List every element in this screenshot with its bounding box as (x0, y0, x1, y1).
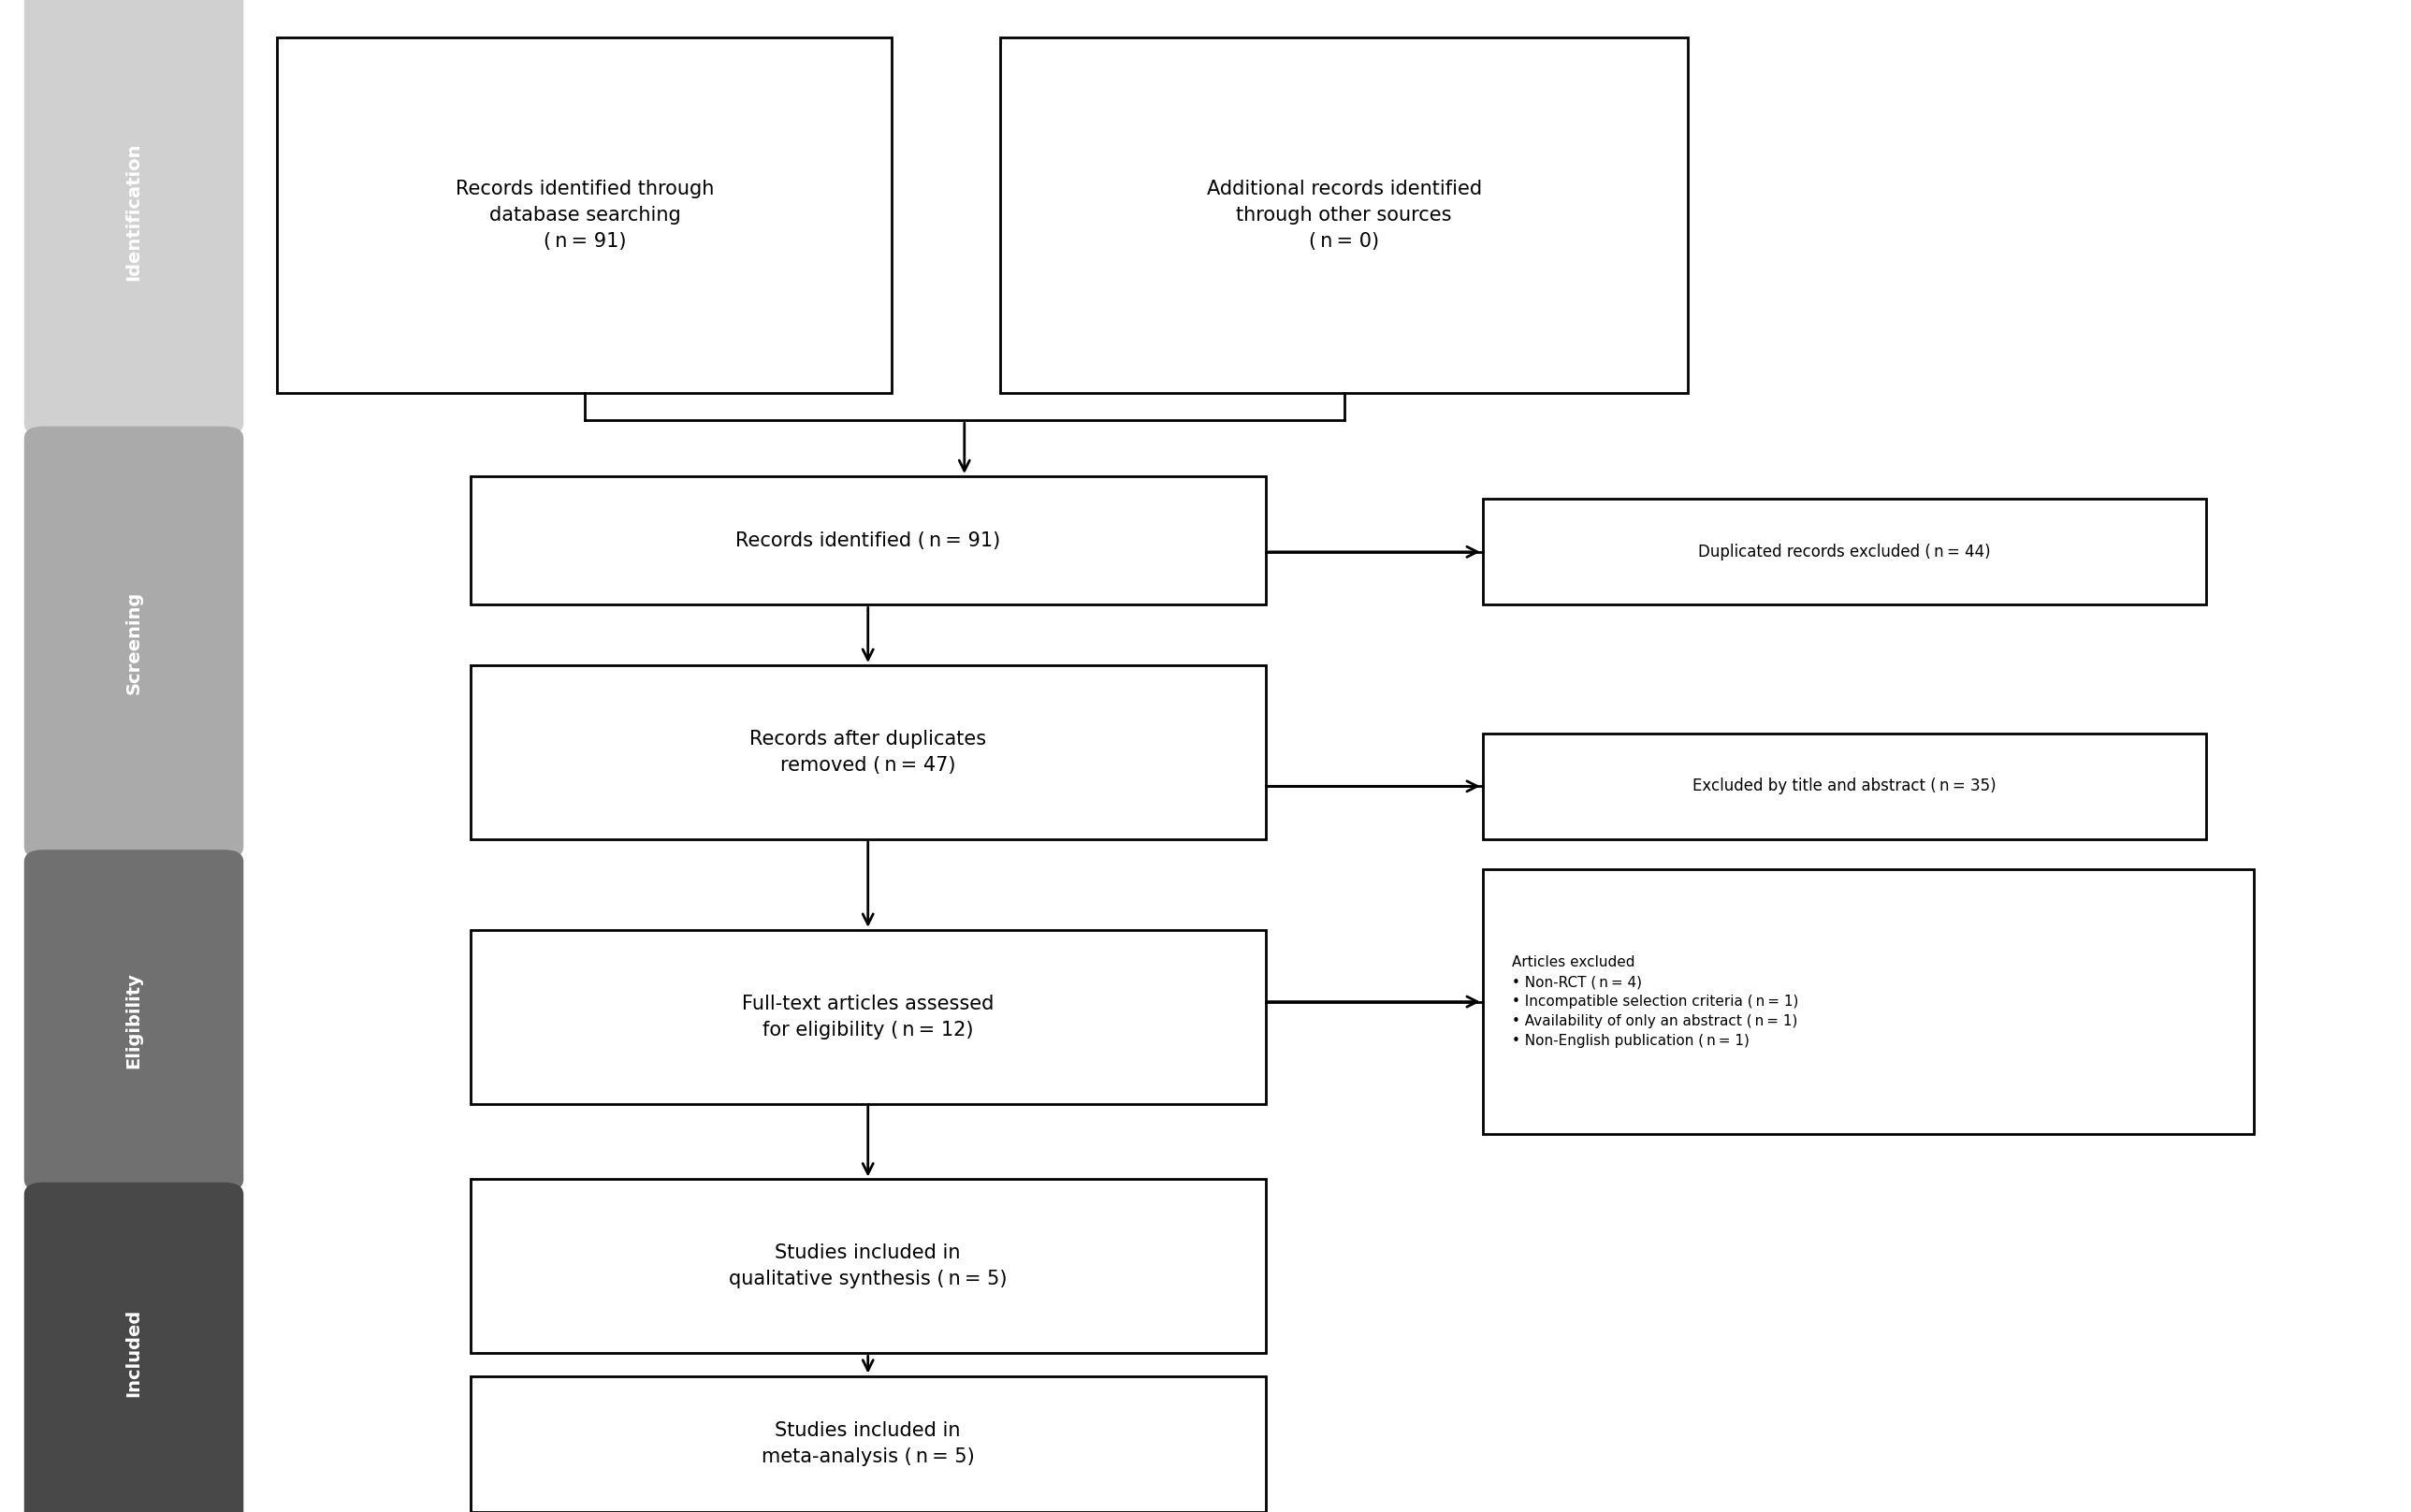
FancyBboxPatch shape (277, 38, 892, 393)
FancyBboxPatch shape (24, 1182, 244, 1512)
FancyBboxPatch shape (24, 426, 244, 859)
Text: Excluded by title and abstract ( n = 35): Excluded by title and abstract ( n = 35) (1693, 777, 1996, 795)
Text: Additional records identified
through other sources
( n = 0): Additional records identified through ot… (1206, 180, 1483, 251)
FancyBboxPatch shape (24, 850, 244, 1191)
FancyBboxPatch shape (1483, 499, 2206, 605)
Text: Articles excluded
• Non-RCT ( n = 4)
• Incompatible selection criteria ( n = 1)
: Articles excluded • Non-RCT ( n = 4) • I… (1512, 956, 1799, 1048)
Text: Identification: Identification (125, 142, 142, 281)
FancyBboxPatch shape (470, 665, 1266, 839)
Text: Included: Included (125, 1309, 142, 1397)
FancyBboxPatch shape (470, 476, 1266, 605)
Text: Full-text articles assessed
for eligibility ( n = 12): Full-text articles assessed for eligibil… (743, 995, 993, 1039)
FancyBboxPatch shape (470, 930, 1266, 1104)
FancyBboxPatch shape (470, 1376, 1266, 1512)
Text: Eligibility: Eligibility (125, 972, 142, 1069)
FancyBboxPatch shape (1483, 869, 2254, 1134)
FancyBboxPatch shape (470, 1179, 1266, 1353)
Text: Screening: Screening (125, 591, 142, 694)
FancyBboxPatch shape (1483, 733, 2206, 839)
Text: Studies included in
meta-analysis ( n = 5): Studies included in meta-analysis ( n = … (762, 1421, 974, 1467)
Text: Studies included in
qualitative synthesis ( n = 5): Studies included in qualitative synthesi… (728, 1244, 1008, 1288)
FancyBboxPatch shape (1001, 38, 1688, 393)
Text: Duplicated records excluded ( n = 44): Duplicated records excluded ( n = 44) (1697, 543, 1991, 561)
Text: Records identified through
database searching
( n = 91): Records identified through database sear… (456, 180, 714, 251)
FancyBboxPatch shape (24, 0, 244, 435)
Text: Records identified ( n = 91): Records identified ( n = 91) (735, 531, 1001, 550)
Text: Records after duplicates
removed ( n = 47): Records after duplicates removed ( n = 4… (750, 730, 986, 774)
